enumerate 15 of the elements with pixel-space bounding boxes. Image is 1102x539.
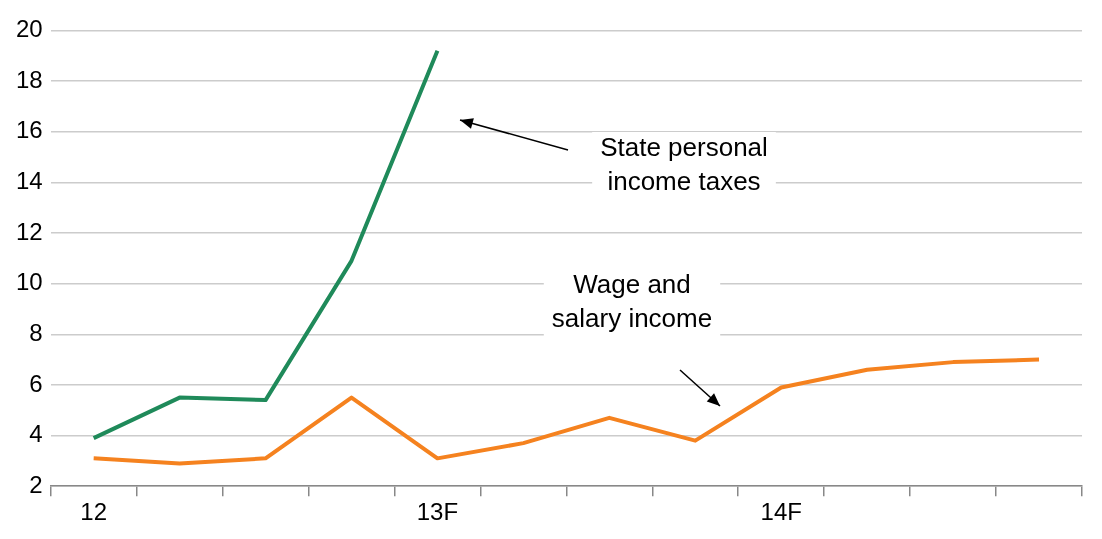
y-tick-label: 6 bbox=[29, 369, 43, 397]
y-tick-label: 8 bbox=[29, 318, 43, 346]
y-tick-label: 4 bbox=[29, 420, 43, 448]
annotation: Wage and salary income bbox=[551, 269, 713, 334]
x-tick-label: 14F bbox=[760, 498, 802, 526]
y-tick-label: 14 bbox=[15, 166, 43, 194]
y-tick-label: 12 bbox=[15, 217, 43, 245]
x-tick-label: 13F bbox=[416, 498, 459, 526]
x-tick-label: 12 bbox=[80, 498, 108, 526]
y-tick-label: 2 bbox=[29, 470, 43, 498]
y-tick-label: 10 bbox=[15, 268, 43, 296]
y-tick-label: 18 bbox=[15, 65, 43, 93]
annotation: State personal income taxes bbox=[600, 132, 768, 197]
y-tick-label: 16 bbox=[15, 116, 43, 144]
y-tick-label: 20 bbox=[15, 15, 43, 43]
